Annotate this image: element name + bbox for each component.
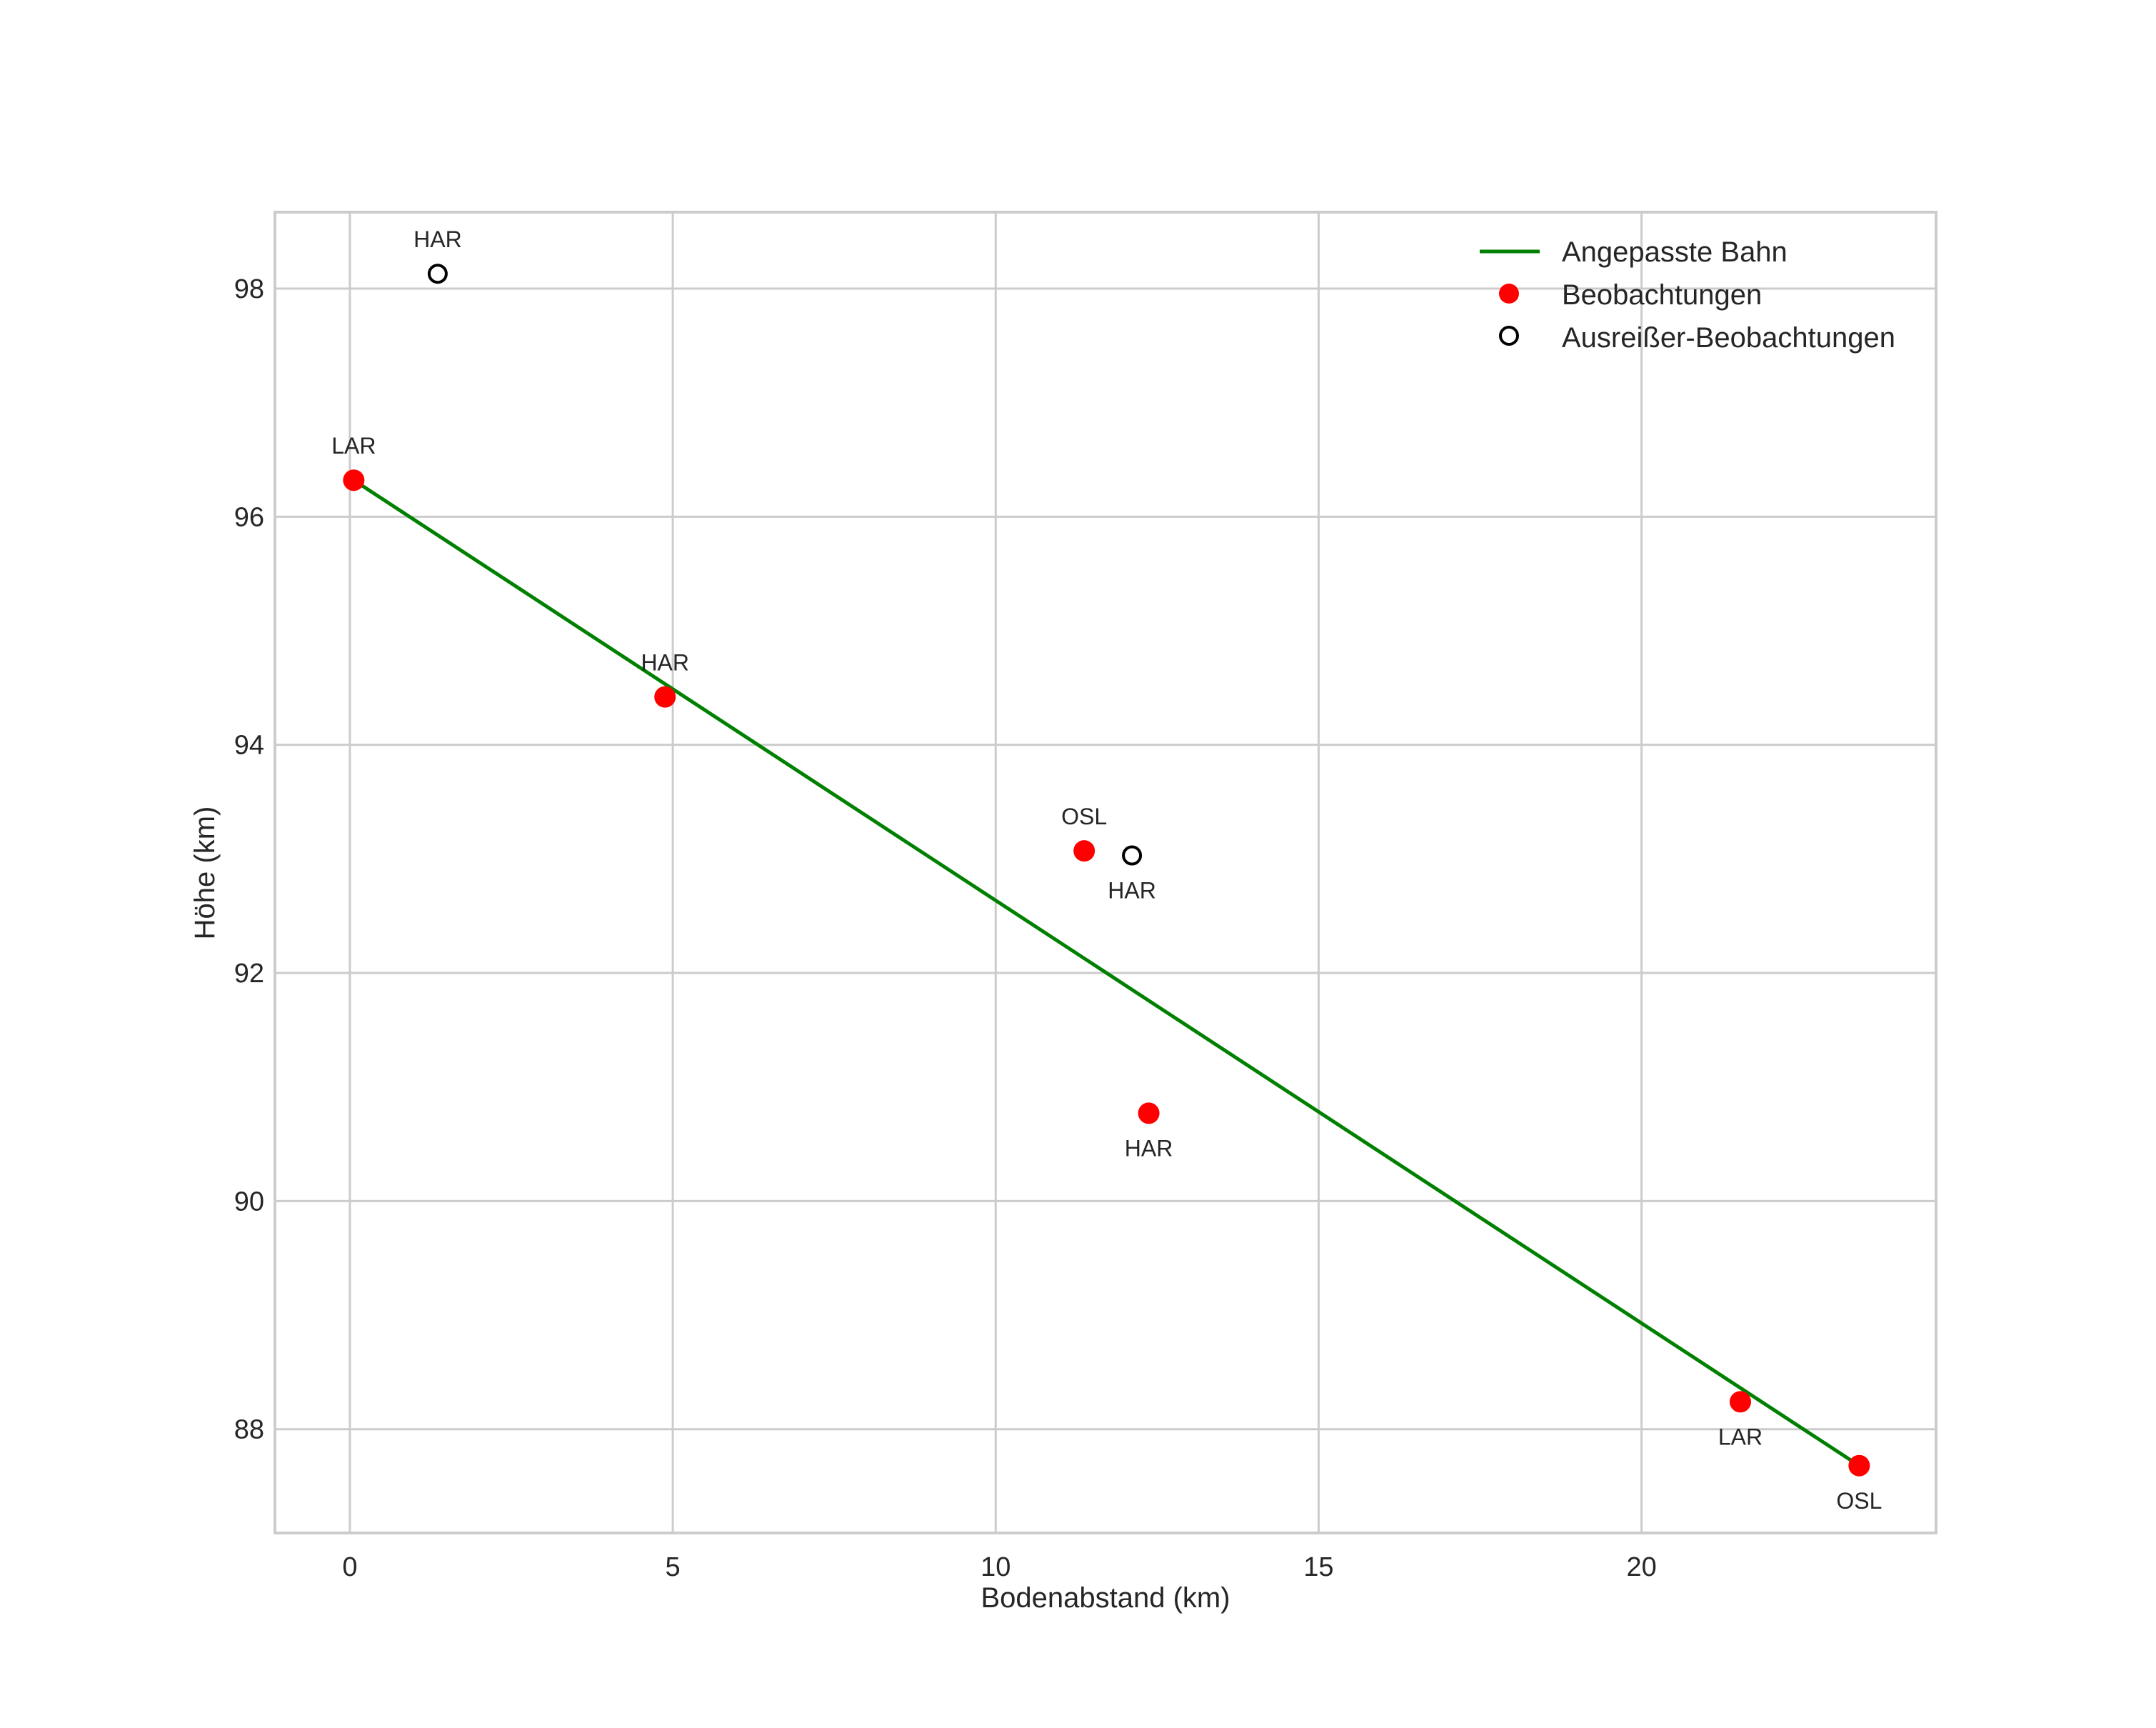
point-labels: LAR HAR OSL HAR LAR OSL HAR HAR [331, 226, 1882, 1514]
x-tick-label: 10 [981, 1552, 1011, 1582]
y-tick-label: 92 [234, 959, 264, 989]
x-tick-label: 0 [342, 1552, 357, 1582]
station-label: HAR [1125, 1135, 1173, 1161]
observation-marker [1848, 1454, 1870, 1477]
y-tick-label: 98 [234, 274, 264, 304]
station-label: LAR [331, 433, 376, 459]
station-label: HAR [1108, 878, 1156, 904]
legend-label-observations: Beobachtungen [1562, 279, 1762, 311]
observation-marker [1138, 1102, 1160, 1124]
x-axis-ticks: 0 5 10 15 20 [342, 1552, 1656, 1582]
legend-hollow-circle-icon [1499, 326, 1519, 346]
station-label: HAR [641, 650, 689, 676]
y-tick-label: 90 [234, 1187, 264, 1217]
x-tick-label: 20 [1626, 1552, 1656, 1582]
observation-marker [1073, 840, 1095, 862]
y-tick-label: 96 [234, 502, 264, 532]
legend-filled-circle-icon [1499, 284, 1519, 304]
observation-marker [654, 686, 676, 708]
observation-marker [343, 469, 365, 491]
station-label: HAR [413, 226, 462, 252]
y-tick-label: 94 [234, 731, 264, 761]
y-axis-ticks: 88 90 92 94 96 98 [234, 274, 264, 1445]
outlier-points [427, 264, 1143, 866]
outlier-marker [1122, 845, 1143, 866]
station-label: LAR [1718, 1424, 1763, 1449]
y-tick-label: 88 [234, 1415, 264, 1445]
observation-points [343, 469, 1870, 1477]
x-axis-label: Bodenabstand (km) [981, 1582, 1230, 1614]
fitted-line [352, 479, 1860, 1467]
legend-label-fit: Angepasste Bahn [1562, 236, 1788, 268]
fitted-trajectory-line [352, 479, 1860, 1467]
station-label: OSL [1836, 1488, 1882, 1514]
axes-frame [274, 211, 1937, 1534]
x-tick-label: 5 [666, 1552, 681, 1582]
outlier-marker [427, 264, 448, 284]
legend: Angepasste Bahn Beobachtungen Ausreißer-… [1480, 236, 1895, 354]
x-tick-label: 15 [1303, 1552, 1333, 1582]
y-axis-label: Höhe (km) [189, 806, 221, 940]
station-label: OSL [1061, 804, 1107, 829]
legend-label-outliers: Ausreißer-Beobachtungen [1562, 322, 1895, 354]
gridlines [275, 212, 1936, 1533]
observation-marker [1729, 1391, 1751, 1413]
